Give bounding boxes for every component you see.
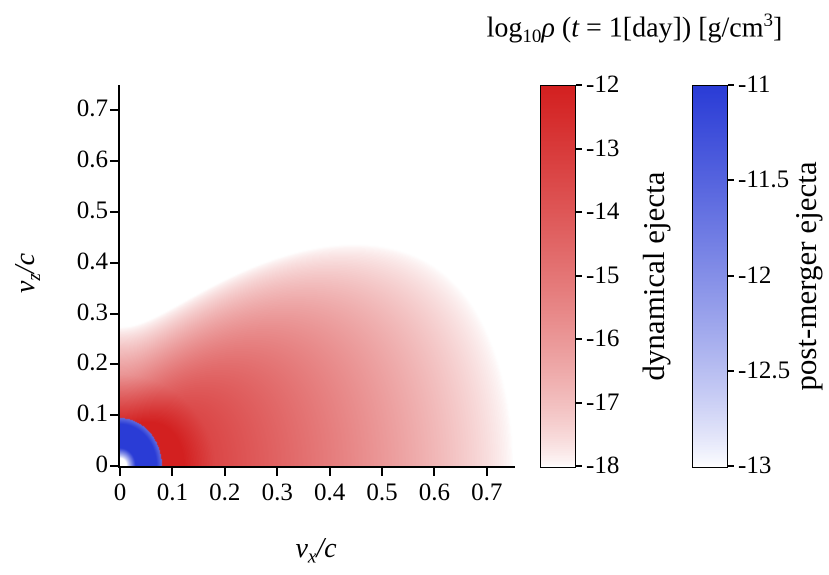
colorbar-postmerger-gradient (693, 86, 727, 467)
colorbar-tick-mark (728, 465, 734, 467)
plot-title: log10ρ (t = 1[day]) [g/cm3] (440, 10, 829, 48)
x-tick-mark (223, 468, 226, 476)
colorbar-tick-mark (576, 401, 582, 404)
y-tick-label: 0.3 (76, 298, 108, 326)
x-tick-label: 0.4 (313, 479, 346, 506)
colorbar-tick-mark (576, 338, 582, 340)
colorbar-tick-label: -17 (586, 388, 620, 416)
colorbar-tick-label: -12 (738, 261, 772, 289)
colorbar-tick-mark (576, 84, 582, 86)
colorbar-tick-label: -11 (738, 71, 771, 98)
colorbar-tick-mark (576, 147, 582, 150)
richtext-fragment: /c (10, 252, 42, 274)
y-axis-line (118, 85, 120, 468)
y-tick-mark (110, 211, 118, 213)
colorbar-tick-mark (576, 274, 582, 277)
richtext-fragment: = 1[day]) [g/cm (579, 12, 764, 44)
y-tick-mark (110, 160, 118, 163)
x-tick-label: 0.6 (418, 479, 451, 506)
x-tick-label: 0.5 (366, 479, 398, 506)
colorbar-postmerger (692, 85, 728, 468)
x-tick-label: 0.2 (209, 479, 241, 506)
y-tick-mark (110, 465, 118, 467)
x-axis-line (118, 466, 515, 468)
y-tick-label: 0.7 (76, 95, 108, 123)
y-tick-label: 0.2 (76, 349, 108, 377)
richtext-fragment: ( (554, 12, 572, 44)
richtext-fragment: log (486, 12, 523, 44)
richtext-fragment: v (295, 533, 308, 564)
colorbar-tick-mark (576, 211, 582, 213)
colorbar-tick-mark (728, 274, 734, 277)
x-tick-mark (433, 468, 436, 476)
y-tick-label: 0.6 (76, 146, 108, 174)
colorbar-tick-mark (728, 84, 734, 86)
y-tick-label: 0.4 (76, 247, 108, 275)
colorbar-tick-label: -12 (586, 71, 620, 98)
richtext-fragment: x (307, 546, 317, 568)
colorbar-tick-label: -12.5 (738, 356, 791, 384)
x-tick-mark (381, 468, 383, 476)
x-tick-mark (276, 468, 279, 476)
richtext-fragment: 10 (522, 26, 542, 48)
richtext-fragment: ] (773, 12, 783, 44)
heatmap-canvas (120, 85, 513, 466)
y-tick-label: 0 (95, 451, 109, 478)
x-tick-label: 0 (113, 479, 127, 506)
colorbar-tick-label: -13 (738, 452, 772, 479)
richtext-fragment: ρ (541, 12, 555, 44)
colorbar-tick-label: -16 (586, 325, 620, 352)
colorbar-tick-mark (728, 369, 734, 372)
y-tick-mark (110, 261, 118, 264)
colorbar-dynamical-gradient (541, 86, 575, 467)
colorbar-tick-label: -14 (586, 198, 620, 225)
y-tick-label: 0.5 (76, 197, 108, 224)
richtext-fragment: v (10, 280, 42, 294)
colorbar-dynamical (540, 85, 576, 468)
x-tick-mark (171, 468, 174, 476)
x-tick-mark (485, 468, 488, 476)
x-tick-label: 0.7 (471, 479, 503, 506)
y-tick-mark (110, 414, 118, 417)
richtext-fragment: 3 (763, 10, 774, 31)
x-axis-label: vx/c (295, 533, 336, 569)
x-tick-mark (328, 468, 331, 476)
x-tick-mark (119, 468, 121, 476)
y-tick-mark (110, 109, 118, 112)
colorbar-tick-label: -11.5 (738, 166, 790, 194)
colorbar-tick-label: -18 (586, 452, 620, 479)
colorbar-tick-label: -15 (586, 261, 620, 289)
y-tick-mark (110, 312, 118, 315)
colorbar-tick-label: -13 (586, 134, 620, 162)
colorbar-tick-mark (576, 465, 582, 467)
y-tick-label: 0.1 (76, 400, 108, 428)
richtext-fragment: /c (316, 533, 337, 564)
x-tick-label: 0.3 (261, 479, 293, 506)
richtext-fragment: t (571, 12, 579, 44)
y-tick-mark (110, 363, 118, 366)
colorbar-dynamical-title: dynamical ejecta (636, 171, 671, 381)
colorbar-tick-mark (728, 179, 734, 182)
x-tick-label: 0.1 (156, 479, 189, 506)
colorbar-postmerger-title: post-merger ejecta (788, 161, 823, 391)
